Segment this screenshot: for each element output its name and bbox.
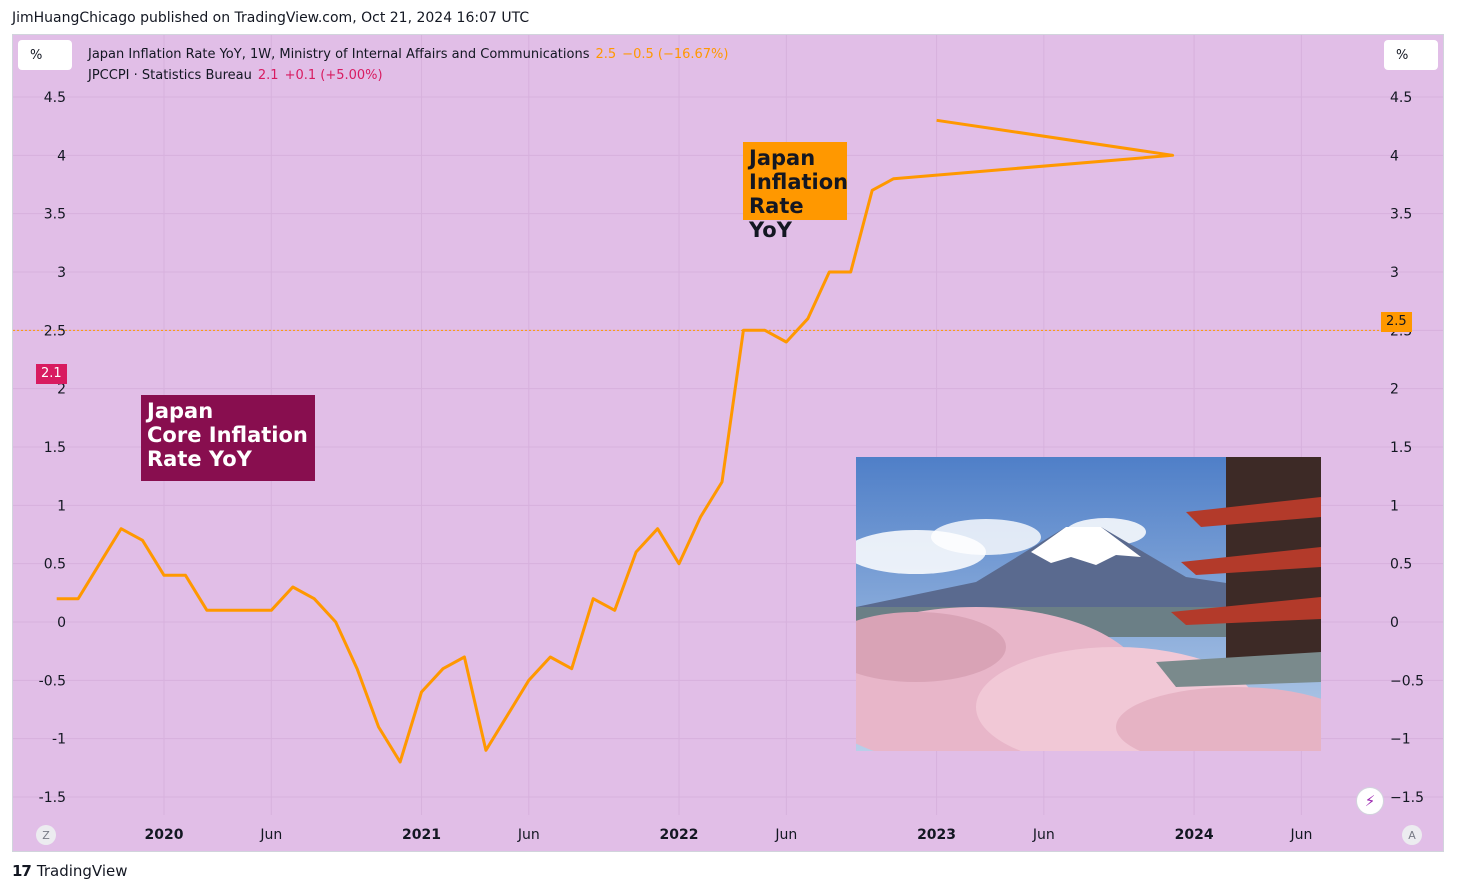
mount-fuji-pagoda-photo <box>856 457 1321 751</box>
y-tick-label-right: 0.5 <box>1390 557 1412 573</box>
y-tick-label-right: 2 <box>1390 382 1399 398</box>
y-tick-label-right: 0 <box>1390 615 1399 631</box>
x-tick-label: Jun <box>774 827 797 843</box>
x-tick-label: 2024 <box>1175 827 1214 843</box>
y-tick-label-left: 4.5 <box>44 90 66 106</box>
annotation-infl-line2: Inflation <box>749 170 849 194</box>
legend-value-core: 2.1 <box>257 68 279 83</box>
y-tick-label-left: -1.5 <box>39 790 66 806</box>
publisher-header: JimHuangChicago published on TradingView… <box>12 10 530 26</box>
x-tick-label: Jun <box>517 827 540 843</box>
annotation-infl-line3: Rate YoY <box>749 194 804 242</box>
y-tick-label-left: 1.5 <box>44 440 66 456</box>
y-tick-label-right: 3.5 <box>1390 207 1412 223</box>
chart-frame <box>12 34 1444 852</box>
annotation-core-line3: Rate YoY <box>147 447 252 471</box>
y-tick-label-left: -0.5 <box>39 673 66 689</box>
y-tick-label-right: 4.5 <box>1390 90 1412 106</box>
right-price-badge: 2.5 <box>1381 312 1412 332</box>
y-tick-label-left: 2.5 <box>44 323 66 339</box>
y-tick-label-left: 3.5 <box>44 207 66 223</box>
legend: Japan Inflation Rate YoY, 1W, Ministry o… <box>88 44 728 86</box>
y-tick-label-left: 1 <box>57 498 66 514</box>
legend-change-inflation: −0.5 (−16.67%) <box>622 47 729 62</box>
x-tick-label: 2021 <box>402 827 441 843</box>
series-lines <box>56 118 1175 764</box>
footer-brand[interactable]: 17 TradingView <box>12 862 128 880</box>
x-tick-label: Jun <box>259 827 282 843</box>
y-tick-label-right: −1 <box>1390 732 1411 748</box>
x-tick-label: 2022 <box>660 827 699 843</box>
y-tick-label-left: -1 <box>52 732 66 748</box>
auto-scale-button-right[interactable]: A <box>1402 825 1422 845</box>
left-price-badge: 2.1 <box>36 364 67 384</box>
y-tick-label-right: 1 <box>1390 498 1399 514</box>
series-line-0 <box>56 118 1175 764</box>
y-tick-label-right: −1.5 <box>1390 790 1424 806</box>
y-tick-label-right: 3 <box>1390 265 1399 281</box>
annotation-core-line1: Japan <box>147 399 214 423</box>
footer-brand-text: TradingView <box>36 862 128 880</box>
annotation-inflation[interactable]: Japan Inflation Rate YoY <box>743 142 849 242</box>
legend-row-core[interactable]: JPCCPI · Statistics Bureau 2.1 +0.1 (+5.00… <box>88 65 728 86</box>
y-tick-label-right: 1.5 <box>1390 440 1412 456</box>
lightning-icon[interactable]: ⚡ <box>1356 787 1384 815</box>
y-tick-label-left: 4 <box>57 148 66 164</box>
x-tick-labels: 2020 Jun 2021 Jun 2022 Jun 2023 Jun 2024 Jun <box>145 827 1313 843</box>
auto-scale-button-left[interactable]: Z <box>36 825 56 845</box>
y-tick-label-left: 0.5 <box>44 557 66 573</box>
x-tick-label: 2020 <box>145 827 184 843</box>
annotation-core-line2: Core Inflation <box>147 423 308 447</box>
x-tick-label: 2023 <box>917 827 956 843</box>
legend-row-inflation[interactable]: Japan Inflation Rate YoY, 1W, Ministry o… <box>88 44 728 65</box>
annotation-core-inflation[interactable]: Japan Core Inflation Rate YoY <box>141 395 315 481</box>
x-tick-label: Jun <box>1032 827 1055 843</box>
y-tick-label-left: 2 <box>57 382 66 398</box>
y-tick-label-right: −0.5 <box>1390 673 1424 689</box>
legend-title-inflation: Japan Inflation Rate YoY, 1W, Ministry o… <box>88 47 590 62</box>
right-unit-button[interactable]: % <box>1384 40 1438 70</box>
x-tick-label: Jun <box>1289 827 1312 843</box>
y-tick-label-right: 4 <box>1390 148 1399 164</box>
legend-value-inflation: 2.5 <box>595 47 617 62</box>
y-tick-label-left: 0 <box>57 615 66 631</box>
left-unit-button[interactable]: % <box>18 40 72 70</box>
legend-change-core: +0.1 (+5.00%) <box>284 68 383 83</box>
tradingview-logo-icon: 17 <box>12 862 32 880</box>
y-tick-label-left: 3 <box>57 265 66 281</box>
legend-title-core: JPCCPI · Statistics Bureau <box>88 68 252 83</box>
annotation-infl-line1: Japan <box>749 146 816 170</box>
